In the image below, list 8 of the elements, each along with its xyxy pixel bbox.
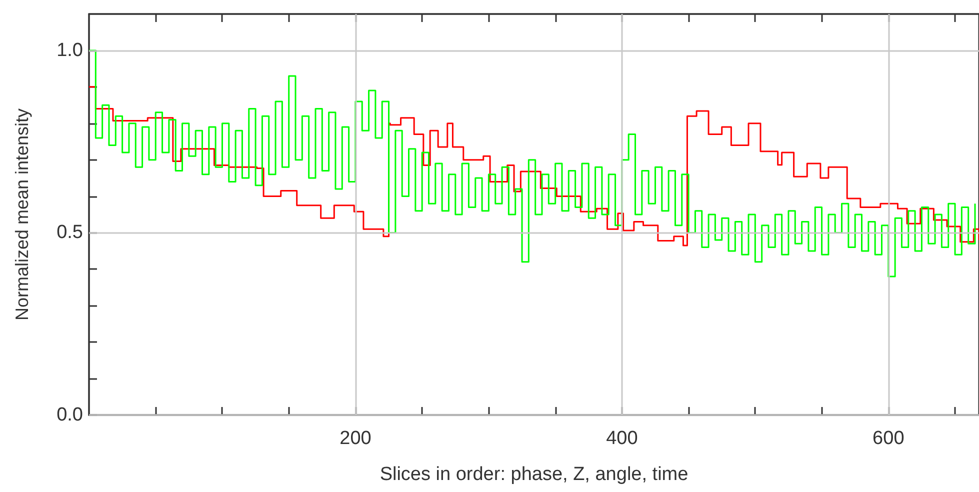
x-tick-label: 600 — [872, 428, 904, 449]
y-axis-title: Normalized mean intensity — [12, 108, 32, 321]
y-tick-label: 0.5 — [56, 222, 83, 244]
x-tick-label: 200 — [340, 428, 372, 449]
x-tick-label: 400 — [606, 428, 638, 449]
y-tick-label: 0.0 — [56, 404, 83, 426]
x-axis-title: Slices in order: phase, Z, angle, time — [380, 464, 688, 485]
y-tick-label: 1.0 — [56, 40, 83, 61]
